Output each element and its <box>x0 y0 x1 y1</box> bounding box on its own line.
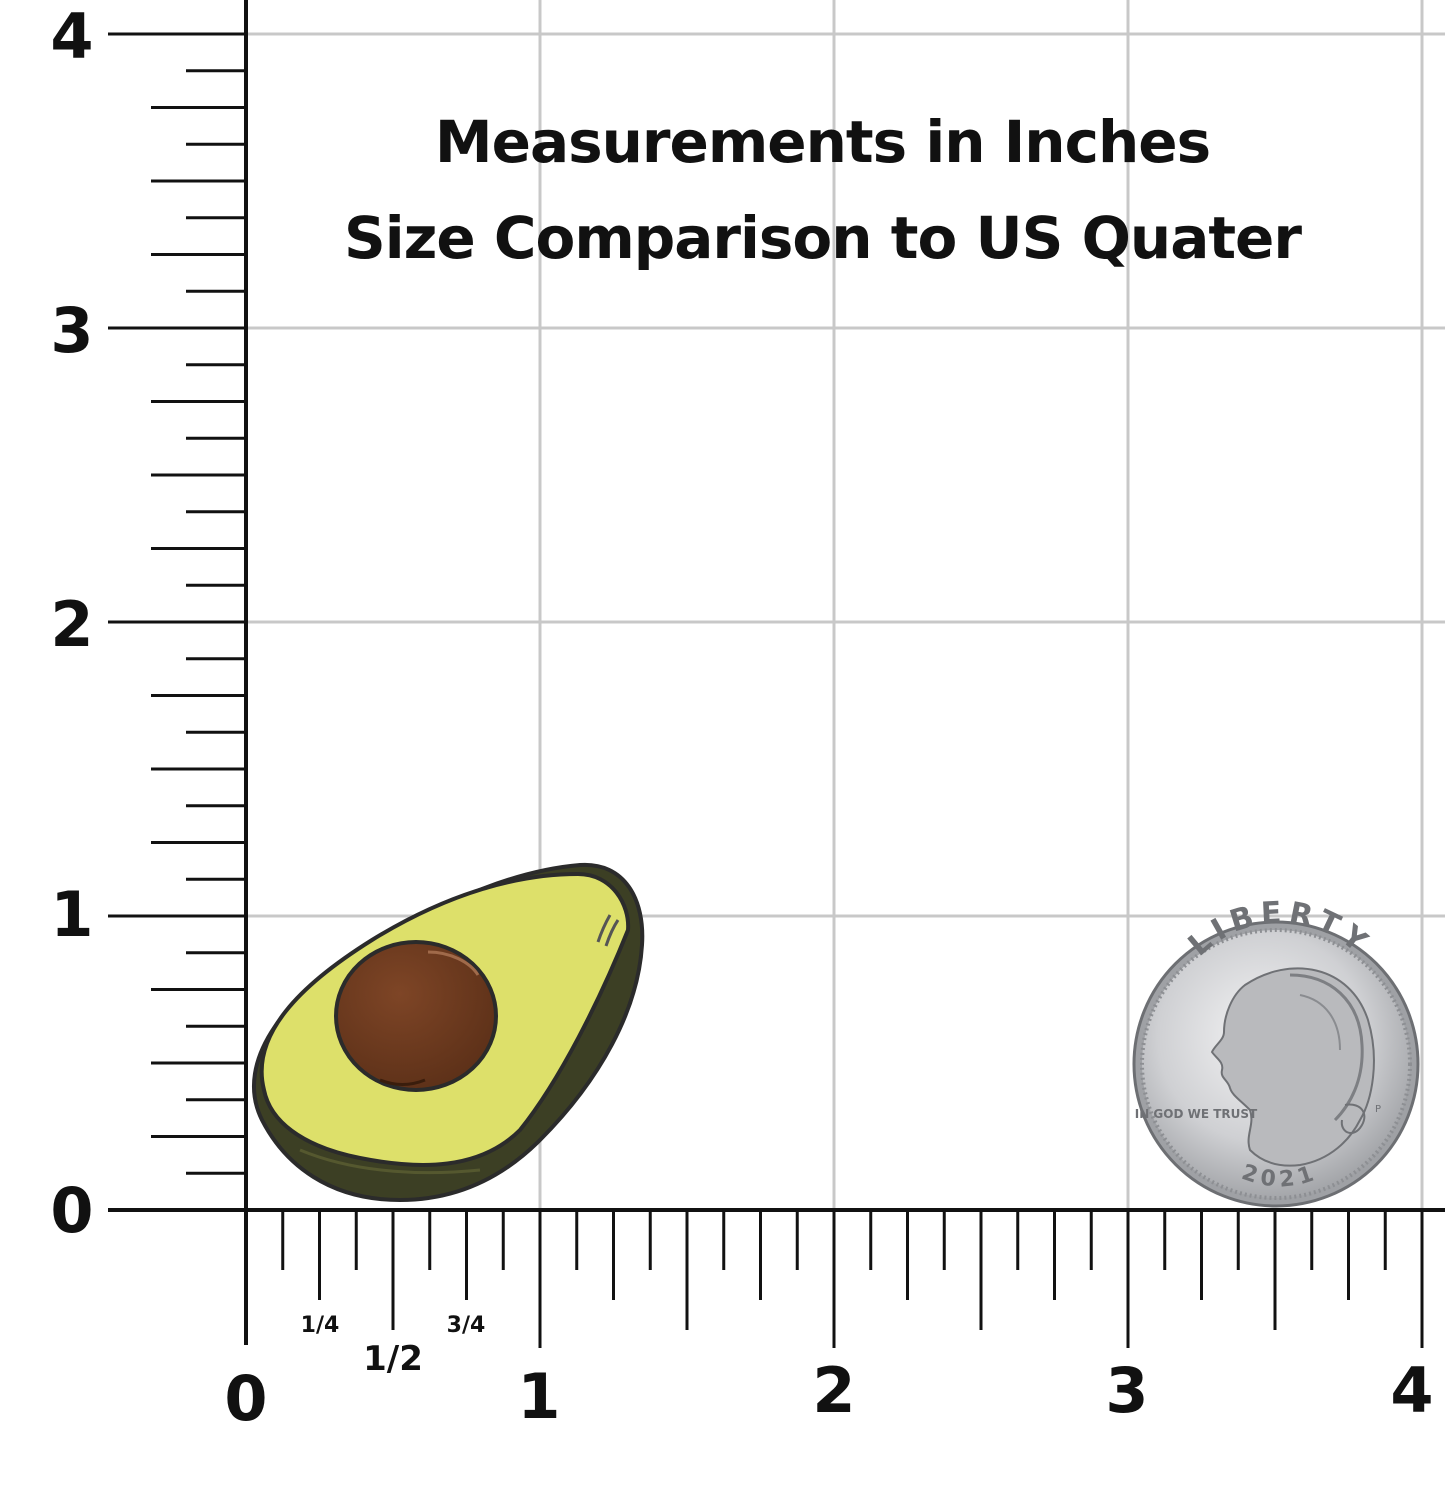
y-axis-labels: 4 3 2 1 0 <box>50 0 93 1247</box>
fraction-labels: 1/4 1/2 3/4 <box>301 1313 486 1379</box>
y-label-2: 2 <box>50 588 93 661</box>
x-axis-labels: 0 1 2 3 4 <box>224 1354 1433 1435</box>
y-label-4: 4 <box>50 0 93 73</box>
coin-mint-mark: P <box>1375 1104 1381 1115</box>
x-label-4: 4 <box>1390 1354 1433 1427</box>
coin-motto: IN GOD WE TRUST <box>1135 1107 1258 1121</box>
x-label-3: 3 <box>1105 1354 1148 1427</box>
fraction-label-quarter: 1/4 <box>301 1313 340 1338</box>
title-line-2: Size Comparison to US Quater <box>343 204 1302 272</box>
us-quarter-coin-icon: LIBERTY IN GOD WE TRUST P 2021 <box>1132 895 1420 1208</box>
title-line-1: Measurements in Inches <box>434 108 1211 176</box>
x-label-0: 0 <box>224 1362 267 1435</box>
y-label-3: 3 <box>50 294 93 367</box>
ruler-ticks <box>108 0 1445 1348</box>
y-label-0: 0 <box>50 1174 93 1247</box>
avocado-pin-icon <box>251 862 645 1203</box>
y-label-1: 1 <box>50 878 93 951</box>
x-label-1: 1 <box>517 1360 560 1433</box>
fraction-label-three-quarter: 3/4 <box>447 1313 486 1338</box>
x-label-2: 2 <box>812 1354 855 1427</box>
fraction-label-half: 1/2 <box>363 1339 423 1379</box>
